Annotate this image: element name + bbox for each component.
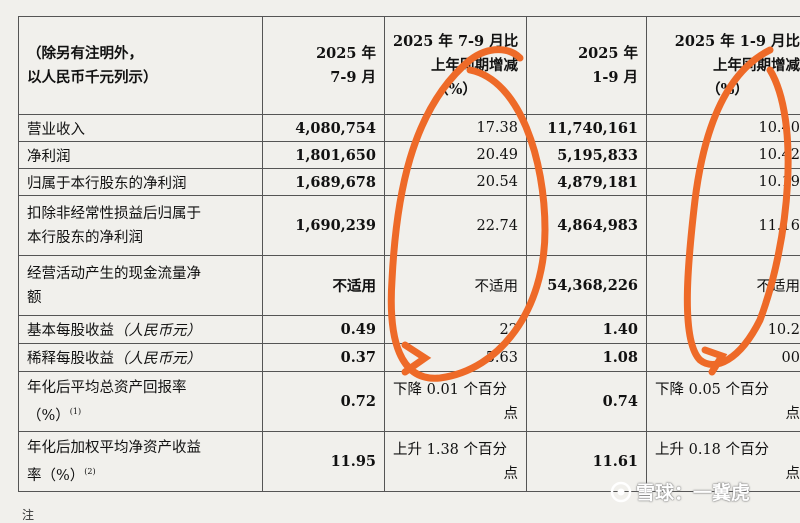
row-q3-value: 4,080,754 <box>263 115 385 142</box>
row-label: 基本每股收益（人民币元） <box>19 316 263 344</box>
row-q3-change: 下降 0.01 个百分 点 <box>385 372 527 432</box>
table-row: 稀释每股收益（人民币元） 0.37 5.63 1.08 00 <box>19 344 800 372</box>
header-unit-note: （除另有注明外， 以人民币千元列示） <box>19 17 263 115</box>
row-label: 年化后平均总资产回报率 （%）(1) <box>19 372 263 432</box>
financial-summary-table: （除另有注明外， 以人民币千元列示） 2025 年 7-9 月 2025 年 7… <box>18 16 800 492</box>
row-label-line2-wrap: 率（%）(2) <box>27 460 254 488</box>
row-ytd-value: 11,740,161 <box>527 115 647 142</box>
footnote-mark: (2) <box>84 467 95 476</box>
header-ytd-change-line1: 2025 年 1-9 月比 <box>655 30 800 54</box>
row-label: 营业收入 <box>19 115 263 142</box>
header-q3-change: 2025 年 7-9 月比 上年同期增减 （%） <box>385 17 527 115</box>
row-q3-change: 17.38 <box>385 115 527 142</box>
row-q3-value: 1,689,678 <box>263 169 385 196</box>
header-ytd-line1: 2025 年 <box>535 42 638 66</box>
row-label: 归属于本行股东的净利润 <box>19 169 263 196</box>
row-label-line1: 扣除非经常性损益后归属于 <box>27 202 254 226</box>
footnote-label: 注 <box>22 506 34 523</box>
row-ytd-change: 10.2 <box>647 316 800 344</box>
watermark: 雪球：一冀虎 <box>610 478 750 505</box>
header-q3-change-line2: 上年同期增减 <box>393 54 518 78</box>
table-row: 归属于本行股东的净利润 1,689,678 20.54 4,879,181 10… <box>19 169 800 196</box>
row-ytd-change: 11.16 <box>647 196 800 256</box>
row-q3-change: 20.49 <box>385 142 527 169</box>
row-label: 净利润 <box>19 142 263 169</box>
header-ytd-change-line2: 上年同期增减 <box>655 54 800 78</box>
row-ytd-value: 0.74 <box>527 372 647 432</box>
row-ytd-value: 5,195,833 <box>527 142 647 169</box>
row-q3-value: 1,690,239 <box>263 196 385 256</box>
table-row: 营业收入 4,080,754 17.38 11,740,161 10.40 <box>19 115 800 142</box>
row-q3-change: 不适用 <box>385 256 527 316</box>
row-label: 经营活动产生的现金流量净 额 <box>19 256 263 316</box>
row-ytd-value: 54,368,226 <box>527 256 647 316</box>
footnote-mark: (1) <box>70 407 81 416</box>
row-q3-change: 22 <box>385 316 527 344</box>
row-q3-value: 0.49 <box>263 316 385 344</box>
row-ytd-value: 4,879,181 <box>527 169 647 196</box>
row-label: 扣除非经常性损益后归属于 本行股东的净利润 <box>19 196 263 256</box>
row-ytd-value: 1.08 <box>527 344 647 372</box>
table-header-row: （除另有注明外， 以人民币千元列示） 2025 年 7-9 月 2025 年 7… <box>19 17 800 115</box>
row-q3-value: 0.37 <box>263 344 385 372</box>
row-ytd-change-line2: 点 <box>655 402 800 426</box>
row-label-unit: （人民币元） <box>114 323 201 339</box>
row-ytd-change: 00 <box>647 344 800 372</box>
header-q3: 2025 年 7-9 月 <box>263 17 385 115</box>
row-q3-change-line1: 下降 0.01 个百分 <box>393 378 518 402</box>
header-ytd-change: 2025 年 1-9 月比 上年同期增减 （%） <box>647 17 800 115</box>
row-label-line2: 率（%） <box>27 467 84 483</box>
row-q3-value: 不适用 <box>263 256 385 316</box>
row-label-line1: 年化后平均总资产回报率 <box>27 376 254 400</box>
table-row: 经营活动产生的现金流量净 额 不适用 不适用 54,368,226 不适用 <box>19 256 800 316</box>
row-q3-change: 上升 1.38 个百分 点 <box>385 432 527 492</box>
row-label-line1: 年化后加权平均净资产收益 <box>27 436 254 460</box>
row-label-text: 稀释每股收益 <box>27 351 114 367</box>
row-ytd-value: 1.40 <box>527 316 647 344</box>
header-ytd: 2025 年 1-9 月 <box>527 17 647 115</box>
row-ytd-change-line1: 上升 0.18 个百分 <box>655 438 800 462</box>
row-label-line2: （%） <box>27 407 70 423</box>
row-q3-change: 20.54 <box>385 169 527 196</box>
header-unit-line1: （除另有注明外， <box>27 42 254 66</box>
header-ytd-change-unit: （%） <box>655 78 800 102</box>
header-q3-change-line1: 2025 年 7-9 月比 <box>393 30 518 54</box>
table-row: 基本每股收益（人民币元） 0.49 22 1.40 10.2 <box>19 316 800 344</box>
row-label: 稀释每股收益（人民币元） <box>19 344 263 372</box>
snowball-logo-icon <box>610 481 632 503</box>
row-q3-value: 11.95 <box>263 432 385 492</box>
row-ytd-change: 10.42 <box>647 142 800 169</box>
watermark-text: 雪球：一冀虎 <box>636 478 750 505</box>
table-row: 年化后平均总资产回报率 （%）(1) 0.72 下降 0.01 个百分 点 0.… <box>19 372 800 432</box>
row-label-line2-wrap: （%）(1) <box>27 400 254 428</box>
row-q3-change-line2: 点 <box>393 462 518 486</box>
row-ytd-change: 10.40 <box>647 115 800 142</box>
row-q3-change: 5.63 <box>385 344 527 372</box>
row-label-line1: 经营活动产生的现金流量净 <box>27 262 254 286</box>
row-q3-value: 0.72 <box>263 372 385 432</box>
header-ytd-line2: 1-9 月 <box>535 66 638 90</box>
row-ytd-change-line1: 下降 0.05 个百分 <box>655 378 800 402</box>
row-ytd-change: 10.19 <box>647 169 800 196</box>
row-ytd-value: 4,864,983 <box>527 196 647 256</box>
row-ytd-change: 不适用 <box>647 256 800 316</box>
table-row: 扣除非经常性损益后归属于 本行股东的净利润 1,690,239 22.74 4,… <box>19 196 800 256</box>
row-label-line2: 本行股东的净利润 <box>27 226 254 250</box>
header-q3-line2: 7-9 月 <box>271 66 376 90</box>
row-q3-change: 22.74 <box>385 196 527 256</box>
row-q3-value: 1,801,650 <box>263 142 385 169</box>
header-q3-line1: 2025 年 <box>271 42 376 66</box>
header-q3-change-unit: （%） <box>393 78 518 102</box>
row-ytd-change: 下降 0.05 个百分 点 <box>647 372 800 432</box>
row-q3-change-line1: 上升 1.38 个百分 <box>393 438 518 462</box>
row-q3-change-line2: 点 <box>393 402 518 426</box>
header-unit-line2: 以人民币千元列示） <box>27 66 254 90</box>
row-label-unit: （人民币元） <box>114 351 201 367</box>
row-label-text: 基本每股收益 <box>27 323 114 339</box>
table-row: 净利润 1,801,650 20.49 5,195,833 10.42 <box>19 142 800 169</box>
row-label: 年化后加权平均净资产收益 率（%）(2) <box>19 432 263 492</box>
row-label-line2: 额 <box>27 286 254 310</box>
